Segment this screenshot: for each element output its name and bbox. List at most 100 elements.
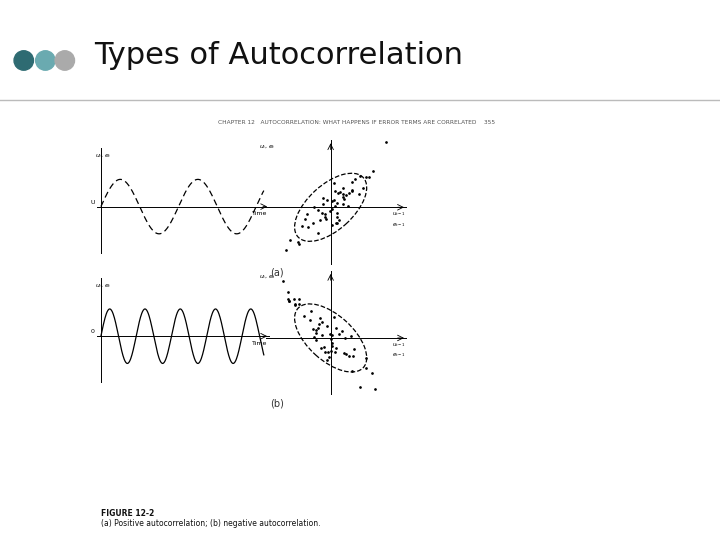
- Point: [347, 352, 359, 360]
- Point: [338, 349, 350, 357]
- Point: [326, 339, 338, 347]
- Point: [337, 193, 348, 201]
- Point: [302, 222, 313, 231]
- Text: (b): (b): [270, 399, 284, 409]
- Text: U: U: [90, 200, 95, 205]
- Point: [331, 208, 343, 217]
- Point: [333, 216, 345, 225]
- Point: [333, 329, 345, 338]
- Point: [288, 295, 300, 303]
- Point: [354, 383, 366, 391]
- Point: [339, 333, 351, 342]
- Text: $u_t, e_t$: $u_t, e_t$: [95, 152, 112, 160]
- Point: [312, 320, 324, 329]
- Point: [305, 307, 316, 315]
- Point: [302, 210, 313, 218]
- Point: [346, 178, 358, 186]
- Point: [330, 219, 342, 227]
- Point: [317, 208, 328, 217]
- Point: [317, 193, 328, 202]
- Point: [312, 323, 323, 332]
- Point: [337, 199, 348, 208]
- Point: [329, 347, 341, 356]
- Point: [338, 195, 350, 204]
- Point: [325, 334, 336, 343]
- Point: [314, 215, 325, 224]
- Point: [289, 300, 301, 309]
- Point: [283, 296, 294, 305]
- Text: $u_{t-1}$: $u_{t-1}$: [392, 341, 406, 349]
- Point: [310, 329, 322, 338]
- Point: [315, 314, 326, 322]
- Point: [327, 220, 338, 229]
- Point: [318, 343, 330, 352]
- Point: [299, 312, 310, 320]
- Point: [346, 185, 357, 194]
- Point: [357, 184, 369, 193]
- Point: [341, 191, 352, 199]
- Point: [315, 343, 327, 352]
- Point: [331, 212, 343, 221]
- Text: $e_{t-1}$: $e_{t-1}$: [392, 352, 406, 359]
- Point: [316, 317, 328, 326]
- Point: [320, 348, 331, 356]
- Circle shape: [55, 51, 75, 70]
- Point: [328, 179, 340, 187]
- Point: [284, 297, 295, 306]
- Point: [282, 288, 294, 297]
- Point: [312, 205, 323, 214]
- Point: [334, 188, 346, 197]
- Point: [296, 221, 307, 230]
- Point: [366, 369, 377, 377]
- Point: [360, 173, 372, 181]
- Point: [368, 166, 379, 175]
- Point: [322, 355, 333, 364]
- Point: [326, 204, 338, 213]
- Point: [293, 295, 305, 303]
- Text: CHAPTER 12   AUTOCORRELATION: WHAT HAPPENS IF ERROR TERMS ARE CORRELATED    355: CHAPTER 12 AUTOCORRELATION: WHAT HAPPENS…: [218, 120, 495, 125]
- Point: [330, 219, 341, 228]
- Point: [340, 349, 351, 358]
- Text: $u_t, e_t$: $u_t, e_t$: [259, 143, 276, 151]
- Point: [310, 326, 322, 334]
- Point: [310, 336, 322, 345]
- Point: [333, 189, 344, 198]
- Point: [325, 347, 337, 356]
- Point: [305, 315, 316, 324]
- Point: [316, 330, 328, 339]
- Point: [307, 325, 319, 333]
- Point: [336, 327, 348, 335]
- Text: Time: Time: [252, 341, 268, 346]
- Point: [326, 197, 338, 206]
- Point: [328, 196, 340, 205]
- Point: [330, 344, 342, 353]
- Point: [363, 173, 374, 181]
- Point: [284, 235, 296, 244]
- Text: $u_{t-1}$: $u_{t-1}$: [392, 210, 406, 218]
- Point: [329, 202, 341, 211]
- Point: [323, 347, 334, 356]
- Point: [320, 210, 331, 218]
- Point: [324, 330, 336, 339]
- Point: [293, 300, 305, 308]
- Point: [381, 138, 392, 146]
- Point: [332, 199, 343, 207]
- Circle shape: [36, 51, 55, 70]
- Point: [346, 367, 358, 376]
- Point: [320, 213, 331, 221]
- Text: Types of Autocorrelation: Types of Autocorrelation: [94, 41, 463, 70]
- Point: [328, 313, 340, 321]
- Point: [278, 276, 289, 285]
- Point: [337, 190, 348, 198]
- Point: [337, 184, 348, 193]
- Text: $u_t, e_t$: $u_t, e_t$: [259, 273, 276, 281]
- Point: [330, 186, 341, 195]
- Point: [343, 352, 354, 361]
- Point: [307, 219, 318, 228]
- Text: (a) Positive autocorrelation; (b) negative autocorrelation.: (a) Positive autocorrelation; (b) negati…: [101, 518, 320, 528]
- Point: [289, 301, 300, 309]
- Point: [325, 207, 336, 215]
- Point: [345, 332, 356, 340]
- Text: (a): (a): [271, 267, 284, 278]
- Point: [330, 323, 342, 332]
